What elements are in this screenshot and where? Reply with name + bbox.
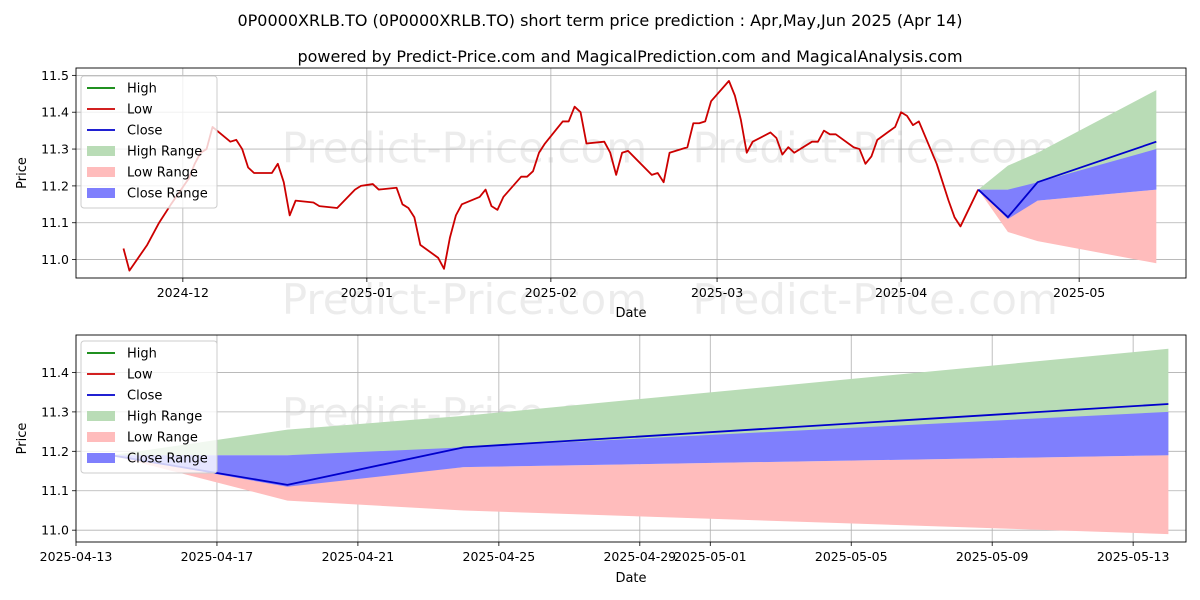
y-axis-label: Price bbox=[15, 157, 30, 189]
x-axis-label: Date bbox=[615, 571, 646, 586]
y-tick-label: 11.3 bbox=[41, 404, 69, 419]
legend: High Low Close High Range Low Range Close Ran… bbox=[80, 340, 218, 474]
y-tick-label: 11.4 bbox=[41, 105, 69, 120]
x-tick-label: 2025-05-09 bbox=[956, 549, 1029, 564]
plot-area bbox=[111, 348, 1169, 535]
legend-high-range-label: High Range bbox=[127, 145, 202, 160]
y-tick-label: 11.3 bbox=[41, 142, 69, 157]
legend-close-range-swatch bbox=[87, 453, 115, 463]
x-tick-label: 2025-05-01 bbox=[674, 549, 747, 564]
close-forecast-line bbox=[977, 140, 1157, 219]
x-tick-label: 2025-04-29 bbox=[603, 549, 676, 564]
y-tick-label: 11.0 bbox=[41, 523, 69, 538]
x-tick-label: 2025-04-25 bbox=[463, 549, 536, 564]
legend-low-range-label: Low Range bbox=[127, 166, 198, 181]
legend-close-range-swatch bbox=[87, 188, 115, 198]
legend-close-label: Close bbox=[127, 389, 162, 404]
plot-frame bbox=[75, 334, 1187, 543]
legend-close-range-label: Close Range bbox=[127, 187, 208, 202]
y-tick-label: 11.2 bbox=[41, 178, 69, 193]
y-axis-label: Price bbox=[15, 423, 30, 455]
legend-close-range-label: Close Range bbox=[127, 452, 208, 467]
low-range-band bbox=[978, 189, 1157, 264]
watermark-text: Predict-Price.com bbox=[282, 124, 647, 173]
x-tick-label: 2025-04 bbox=[875, 285, 927, 300]
legend: High Low Close High Range Low Range Close Ran… bbox=[80, 75, 218, 209]
x-tick-label: 2024-12 bbox=[157, 285, 209, 300]
y-tick-label: 11.4 bbox=[41, 365, 69, 380]
legend-high-range-swatch bbox=[87, 146, 115, 156]
close-range-band bbox=[111, 411, 1169, 487]
legend-high-range-swatch bbox=[87, 411, 115, 421]
chart-title: 0P0000XRLB.TO (0P0000XRLB.TO) short term… bbox=[237, 11, 962, 30]
legend-high-range-label: High Range bbox=[127, 410, 202, 425]
legend-low-range-swatch bbox=[87, 432, 115, 442]
x-tick-label: 2025-04-21 bbox=[322, 549, 395, 564]
x-tick-label: 2025-02 bbox=[525, 285, 577, 300]
y-tick-label: 11.0 bbox=[41, 252, 69, 267]
bottom-panel: Predict-Price.comPredict-Price.com2025-0… bbox=[15, 334, 1187, 586]
legend-low-range-label: Low Range bbox=[127, 431, 198, 446]
y-tick-label: 11.2 bbox=[41, 444, 69, 459]
x-tick-label: 2025-04-13 bbox=[40, 549, 113, 564]
plot-area bbox=[122, 79, 1157, 272]
legend-low-label: Low bbox=[127, 103, 153, 118]
low-price-line bbox=[122, 79, 980, 272]
legend-low-range-swatch bbox=[87, 167, 115, 177]
y-tick-label: 11.5 bbox=[41, 68, 69, 83]
plot-frame bbox=[75, 67, 1187, 279]
close-range-band bbox=[978, 149, 1157, 220]
chart-subtitle: powered by Predict-Price.com and Magical… bbox=[297, 47, 962, 66]
watermark-text: Predict-Price.com bbox=[693, 275, 1058, 324]
x-tick-label: 2025-05-05 bbox=[815, 549, 888, 564]
y-tick-label: 11.1 bbox=[41, 215, 69, 230]
x-tick-label: 2025-03 bbox=[691, 285, 743, 300]
y-tick-label: 11.1 bbox=[41, 483, 69, 498]
x-tick-label: 2025-05 bbox=[1053, 285, 1105, 300]
legend-low-label: Low bbox=[127, 368, 153, 383]
x-tick-label: 2025-04-17 bbox=[181, 549, 254, 564]
legend-close-label: Close bbox=[127, 124, 162, 139]
top-panel: Predict-Price.com Predict-Price.com Predic… bbox=[15, 67, 1187, 324]
x-axis-label: Date bbox=[615, 306, 646, 321]
x-tick-label: 2025-01 bbox=[341, 285, 393, 300]
watermark-text: Predict-Price.com bbox=[282, 275, 647, 324]
legend-high-label: High bbox=[127, 347, 157, 362]
legend-high-label: High bbox=[127, 82, 157, 97]
x-tick-label: 2025-05-13 bbox=[1097, 549, 1170, 564]
